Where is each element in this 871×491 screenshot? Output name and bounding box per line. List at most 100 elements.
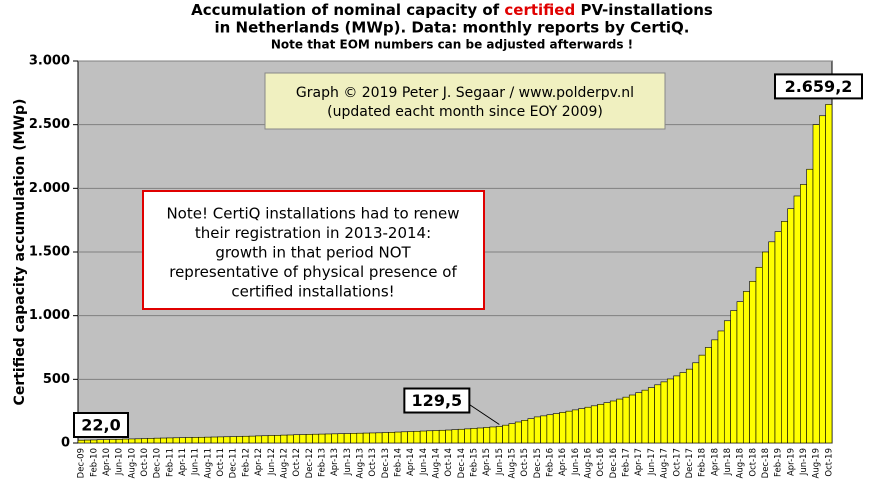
bar (502, 424, 510, 444)
x-tick-label: Oct-16 (596, 448, 606, 477)
title-pre: Accumulation of nominal capacity of (191, 1, 500, 19)
bar (812, 124, 820, 444)
x-tick-label: Feb-13 (317, 448, 327, 477)
bar (559, 412, 567, 444)
bar (261, 435, 269, 444)
bar (394, 431, 402, 444)
y-tick-label: 2.500 (29, 117, 70, 132)
x-tick-label: Apr-10 (102, 448, 112, 476)
x-tick-label: Jun-14 (419, 448, 429, 476)
bar (312, 433, 320, 444)
bar (267, 435, 275, 444)
bar (166, 437, 174, 444)
bar (521, 420, 529, 444)
value-label-box (403, 387, 471, 414)
bar (565, 410, 573, 444)
bar (768, 241, 776, 444)
x-tick-label: Dec-10 (153, 448, 163, 478)
bar (800, 184, 807, 444)
bar (438, 429, 446, 444)
bar (464, 428, 472, 444)
bar (742, 291, 750, 444)
x-tick-label: Jun-12 (267, 448, 277, 476)
bar (470, 428, 478, 444)
bar (527, 418, 535, 444)
bar (407, 431, 415, 444)
y-tick-label: 500 (43, 372, 70, 387)
bar (445, 429, 453, 444)
bar (495, 426, 503, 444)
x-tick-label: Aug-18 (736, 448, 746, 478)
value-label-box (774, 73, 863, 100)
bar (825, 104, 833, 444)
x-tick-label: Apr-11 (178, 448, 188, 476)
bar (115, 439, 123, 444)
x-tick-label: Apr-18 (710, 448, 720, 476)
x-tick-label: Aug-11 (203, 448, 213, 478)
bar (451, 429, 459, 444)
x-tick-label: Dec-14 (457, 448, 467, 478)
bar (185, 437, 193, 444)
bar (584, 406, 592, 444)
title-post: PV-installations (580, 1, 712, 19)
bar (236, 436, 244, 444)
bar (280, 434, 288, 444)
bar (324, 433, 332, 444)
bar (578, 408, 586, 444)
x-tick-label: Oct-12 (292, 448, 302, 477)
bar (293, 434, 301, 444)
bar (413, 430, 421, 444)
bar (160, 437, 168, 444)
x-tick-label: Dec-16 (609, 448, 619, 478)
x-tick-label: Aug-14 (431, 448, 441, 478)
bar (350, 433, 358, 444)
bar (603, 402, 611, 444)
bar (508, 423, 516, 444)
chart-title-line2: in Netherlands (MWp). Data: monthly repo… (215, 19, 690, 37)
x-tick-label: Feb-12 (241, 448, 251, 477)
x-tick-label: Oct-19 (824, 448, 834, 477)
bar (730, 310, 738, 444)
bar (723, 320, 731, 444)
bar (571, 409, 579, 444)
x-tick-label: Aug-12 (279, 448, 289, 478)
x-tick-label: Oct-13 (368, 448, 378, 477)
x-tick-label: Aug-15 (508, 448, 518, 478)
x-tick-label: Feb-17 (622, 448, 632, 477)
bar (647, 387, 655, 444)
x-tick-label: Aug-10 (127, 448, 137, 478)
bar (388, 432, 396, 444)
x-tick-label: Feb-10 (89, 448, 99, 477)
bar (749, 280, 757, 444)
bar (122, 438, 129, 444)
x-tick-label: Jun-10 (115, 448, 125, 476)
value-label: 22,0 (81, 416, 120, 435)
note-text: growth in that period NOT (215, 244, 411, 262)
x-tick-label: Jun-17 (647, 448, 657, 476)
x-tick-label: Apr-19 (786, 448, 796, 476)
bar (229, 436, 237, 444)
bar (666, 378, 674, 444)
bar (704, 347, 712, 444)
bar (179, 437, 187, 444)
x-tick-label: Oct-14 (444, 448, 454, 477)
chart-title: Accumulation of nominal capacity of cert… (191, 1, 713, 19)
x-tick-label: Aug-17 (660, 448, 670, 478)
bar (103, 439, 110, 444)
title-highlight: certified (504, 1, 575, 19)
x-tick-label: Feb-15 (470, 448, 480, 477)
bar (96, 439, 104, 444)
bar (141, 438, 148, 444)
x-tick-label: Apr-12 (254, 448, 264, 476)
y-axis-label: Certified capacity accumulation (MWp) (12, 99, 28, 406)
bar (305, 434, 313, 444)
bar (717, 330, 725, 444)
x-tick-label: Jun-11 (191, 448, 201, 476)
x-tick-label: Feb-19 (774, 448, 784, 477)
bar (755, 266, 763, 444)
bar (660, 381, 668, 444)
note-text: their registration in 2013-2014: (195, 224, 431, 242)
bar (698, 354, 706, 444)
bar (248, 435, 256, 444)
